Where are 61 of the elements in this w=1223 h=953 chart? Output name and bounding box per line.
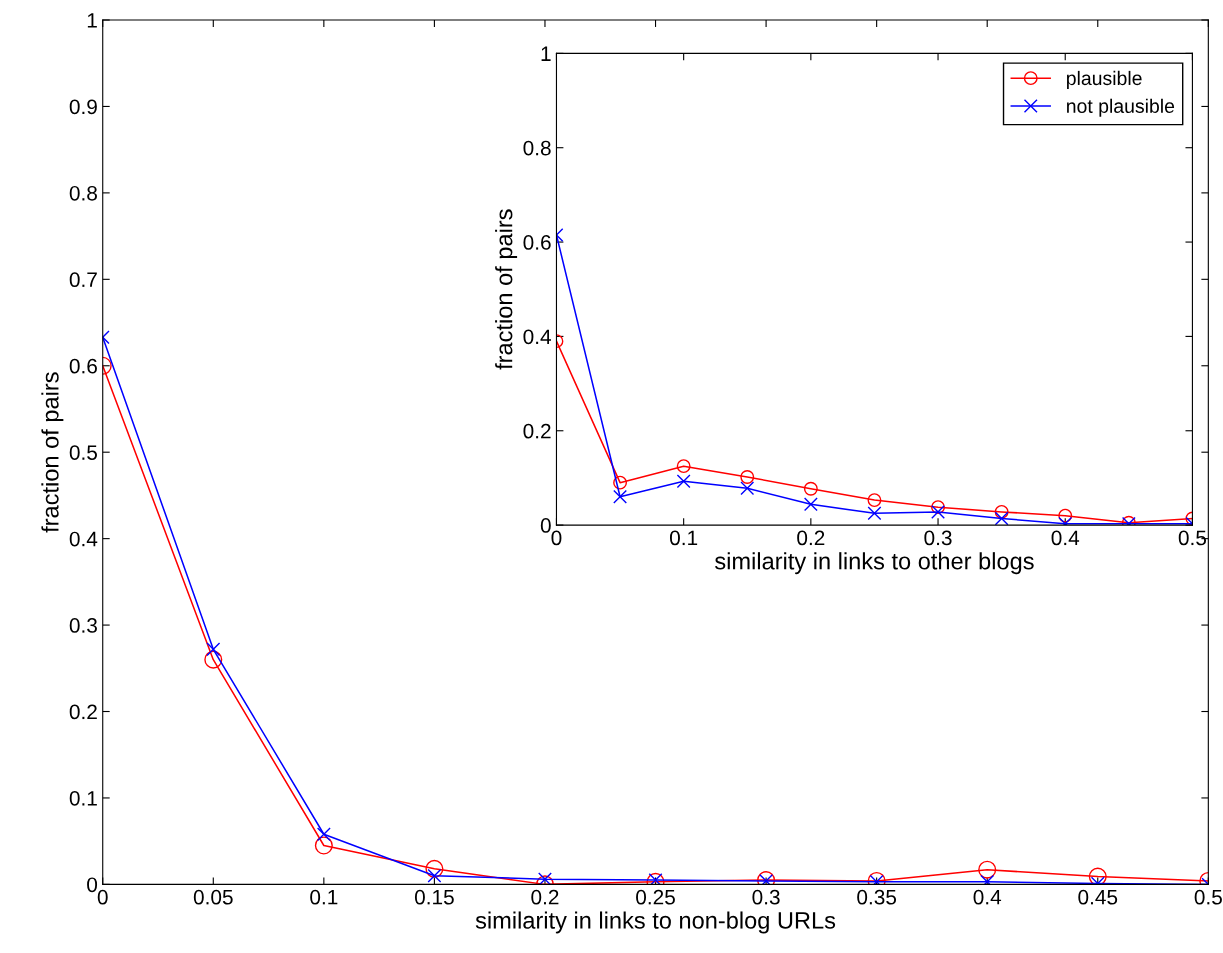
y-tick-label: 0.8: [523, 140, 551, 156]
point: [676, 459, 691, 474]
x-tick-label: 0.5: [1194, 889, 1222, 905]
x-tick-label: 0.15: [414, 889, 454, 905]
point: [994, 504, 1009, 519]
point: [206, 642, 221, 657]
y-tick-label: 0.6: [69, 358, 97, 374]
y-tick-label: 1: [541, 46, 551, 61]
y-tick-label: 0.6: [523, 235, 551, 250]
point: [316, 827, 331, 842]
point: [1088, 867, 1107, 885]
point: [931, 504, 945, 519]
y-tick-label: 0.5: [69, 445, 97, 460]
y-tick-label: 0.7: [69, 272, 97, 288]
point: [931, 500, 945, 515]
y-tick-label: 0.2: [69, 704, 97, 720]
point: [204, 650, 223, 669]
x-tick-label: 0.25: [636, 889, 675, 905]
y-tick-label: 0.8: [69, 185, 97, 201]
point: [803, 481, 818, 496]
x-tick-label: 0.1: [669, 530, 698, 546]
point: [425, 859, 444, 878]
point: [613, 489, 628, 504]
point: [867, 493, 882, 508]
y-tick-label: 0.4: [523, 329, 551, 345]
x-tick-label: 0.45: [1078, 889, 1118, 905]
x-tick-label: 0: [97, 889, 108, 905]
x-tick-label: 0: [551, 530, 562, 546]
point: [994, 511, 1009, 526]
point: [867, 506, 882, 521]
x-tick-label: 0.5: [1178, 530, 1207, 546]
point: [314, 836, 333, 855]
y-tick-label: 0: [87, 877, 98, 893]
x-tick-label: 0.1: [310, 889, 338, 905]
x-tick-label: 0.3: [924, 530, 952, 546]
point: [740, 481, 755, 496]
point: [803, 497, 818, 512]
y-tick-label: 0.3: [69, 618, 97, 633]
point: [740, 470, 755, 484]
x-axis-title: similarity in links to non-blog URLs: [475, 911, 836, 934]
point: [613, 475, 628, 490]
point: [978, 860, 997, 879]
legend-label: not plausible: [1067, 98, 1175, 117]
y-tick-label: 0.2: [523, 423, 551, 439]
x-tick-label: 0.35: [857, 889, 897, 905]
point: [1058, 508, 1073, 523]
x-tick-label: 0.3: [752, 889, 780, 905]
x-tick-label: 0.05: [193, 889, 233, 905]
point: [676, 474, 691, 489]
y-axis-title: fraction of pairs: [41, 372, 64, 533]
y-tick-label: 0.9: [69, 99, 97, 115]
point: [427, 868, 442, 883]
y-tick-label: 0.1: [69, 790, 97, 806]
legend-label: plausible: [1067, 70, 1142, 89]
y-tick-label: 1: [87, 13, 97, 28]
y-axis-title: fraction of pairs: [495, 209, 518, 370]
x-tick-label: 0.4: [1051, 530, 1080, 546]
x-tick-label: 0.2: [797, 530, 825, 546]
x-tick-label: 0.4: [973, 889, 1002, 905]
y-tick-label: 0: [540, 518, 551, 533]
x-axis-title: similarity in links to other blogs: [715, 552, 1034, 575]
